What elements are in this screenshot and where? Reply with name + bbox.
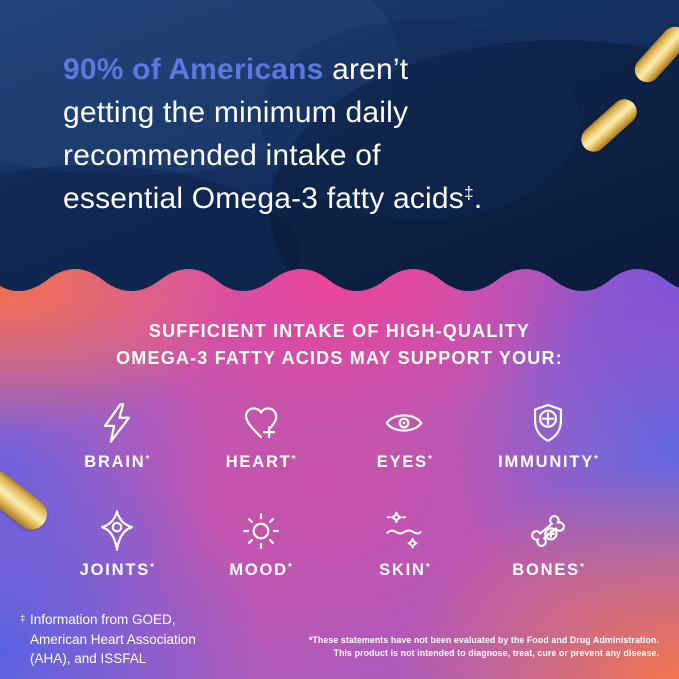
dagger-mark: ‡ — [20, 613, 26, 624]
eye-icon — [381, 398, 427, 448]
benefit-bones: BONES* — [476, 506, 620, 580]
headline-highlight: 90% of Americans — [63, 53, 324, 86]
headline: 90% of Americans aren’t getting the mini… — [63, 48, 603, 220]
footnote-sources: ‡ Information from GOED, American Heart … — [20, 610, 260, 669]
dagger-mark: ‡ — [464, 183, 474, 203]
sun-icon — [238, 506, 284, 556]
benefit-label: SKIN* — [379, 561, 430, 579]
subheading-line-2: OMEGA-3 FATTY ACIDS MAY SUPPORT YOUR: — [116, 348, 563, 368]
footnote-sources-line: American Heart Association — [30, 631, 196, 647]
benefit-skin: SKIN* — [333, 506, 477, 580]
headline-line-2: getting the minimum daily — [63, 96, 409, 129]
benefit-joints: JOINTS* — [45, 506, 189, 580]
wave-sparkle-icon — [381, 506, 427, 556]
footnote-sources-line: Information from GOED, — [30, 612, 176, 627]
sparkle-star-icon — [94, 506, 140, 556]
benefit-label: IMMUNITY* — [498, 453, 599, 471]
headline-line-4: essential Omega-3 fatty acids‡. — [63, 182, 483, 215]
heart-plus-icon — [238, 398, 284, 448]
benefit-eyes: EYES* — [333, 398, 477, 472]
navy-wave-background — [0, 0, 679, 291]
benefit-label: MOOD* — [229, 561, 292, 579]
benefit-label: BRAIN* — [84, 453, 150, 471]
benefit-mood: MOOD* — [189, 506, 333, 580]
shield-plus-icon — [525, 398, 571, 448]
benefits-grid: BRAIN* HEART* EYES* — [45, 398, 620, 580]
disclaimer-line: This product is not intended to diagnose… — [333, 647, 659, 658]
subheading: SUFFICIENT INTAKE OF HIGH-QUALITY OMEGA-… — [0, 318, 679, 372]
footnote-sources-line: (AHA), and ISSFAL — [30, 651, 147, 666]
footnote-fda-disclaimer: *These statements have not been evaluate… — [259, 634, 659, 659]
lightning-bolt-icon — [94, 398, 140, 448]
headline-line-1: 90% of Americans aren’t — [63, 53, 409, 86]
gradient-background — [0, 240, 679, 679]
benefit-label: EYES* — [376, 453, 432, 471]
disclaimer-line: *These statements have not been evaluate… — [308, 635, 659, 645]
benefit-immunity: IMMUNITY* — [476, 398, 620, 472]
benefit-label: HEART* — [225, 453, 296, 471]
benefit-brain: BRAIN* — [45, 398, 189, 472]
subheading-line-1: SUFFICIENT INTAKE OF HIGH-QUALITY — [148, 321, 531, 341]
benefit-heart: HEART* — [189, 398, 333, 472]
bone-plus-icon — [525, 506, 571, 556]
benefit-label: JOINTS* — [79, 561, 155, 579]
benefit-label: BONES* — [512, 561, 584, 579]
headline-line-3: recommended intake of — [63, 139, 381, 172]
